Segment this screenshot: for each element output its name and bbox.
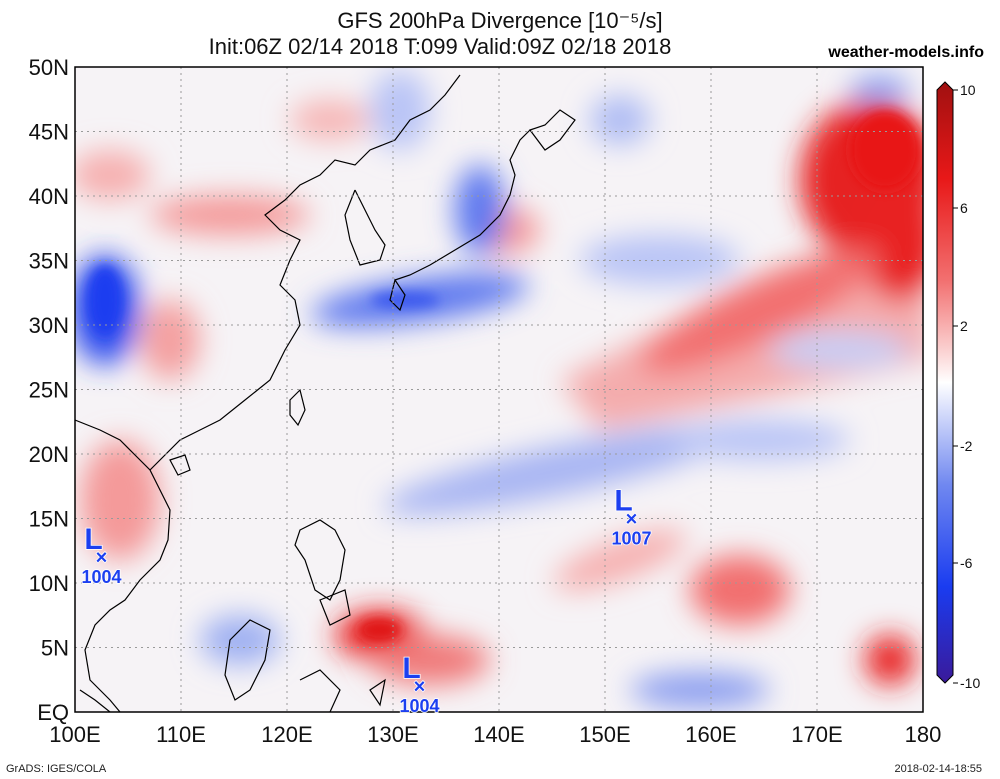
footer-credit: GrADS: IGES/COLA	[6, 763, 107, 775]
colorbar-label: -2	[960, 438, 973, 454]
lon-label: 120E	[261, 722, 312, 747]
low-marker: L×1007	[611, 484, 653, 550]
low-letter: L	[402, 652, 420, 685]
lat-label: 50N	[29, 55, 69, 80]
colorbar-label: -6	[960, 555, 973, 571]
plot-frame	[74, 66, 924, 713]
coastlines	[75, 74, 576, 712]
low-center-x: ×	[626, 509, 638, 531]
lon-label: 170E	[791, 722, 842, 747]
lon-label: 140E	[473, 722, 524, 747]
low-center-x: ×	[414, 676, 426, 698]
lat-label: 25N	[29, 378, 69, 403]
lat-label: 15N	[29, 507, 69, 532]
lon-label: 160E	[685, 722, 736, 747]
site-credit: weather-models.info	[828, 44, 984, 61]
lat-label: 40N	[29, 184, 69, 209]
lat-label: 5N	[41, 636, 69, 661]
low-letter: L	[84, 523, 102, 556]
low-pressure-value: 1007	[611, 529, 651, 549]
lat-label: 30N	[29, 313, 69, 338]
map-title: GFS 200hPa Divergence [10⁻⁵/s]	[337, 8, 663, 33]
lat-label: 20N	[29, 442, 69, 467]
colorbar-label: 10	[960, 82, 976, 98]
lon-label: 150E	[579, 722, 630, 747]
lat-label: 10N	[29, 571, 69, 596]
low-pressure-value: 1004	[81, 567, 121, 587]
lon-label: 130E	[367, 722, 418, 747]
footer-timestamp: 2018-02-14-18:55	[894, 763, 982, 775]
low-marker: L×1004	[81, 522, 123, 588]
colorbar-label: -10	[960, 675, 980, 691]
longitude-labels: 100E 110E 120E 130E 140E 150E 160E 170E 180	[49, 722, 941, 747]
latitude-labels: EQ 5N 10N 15N 20N 25N 30N 35N 40N 45N 50N	[29, 55, 69, 725]
lon-label: 180	[905, 722, 942, 747]
colorbar-label: 2	[960, 318, 968, 334]
low-pressure-value: 1004	[399, 696, 439, 716]
colorbar: 10 6 2 -2 -6 -10	[936, 81, 980, 691]
lat-label: 35N	[29, 249, 69, 274]
low-marker: L×1004	[399, 651, 441, 717]
lon-label: 100E	[49, 722, 100, 747]
colorbar-labels: 10 6 2 -2 -6 -10	[953, 82, 980, 691]
lat-label: 45N	[29, 120, 69, 145]
low-center-x: ×	[96, 547, 108, 569]
lon-label: 110E	[156, 722, 206, 747]
map-subtitle: Init:06Z 02/14 2018 T:099 Valid:09Z 02/1…	[208, 34, 672, 59]
colorbar-label: 6	[960, 200, 968, 216]
lat-label: EQ	[37, 700, 69, 725]
low-letter: L	[614, 485, 632, 518]
divergence-field	[75, 67, 923, 712]
